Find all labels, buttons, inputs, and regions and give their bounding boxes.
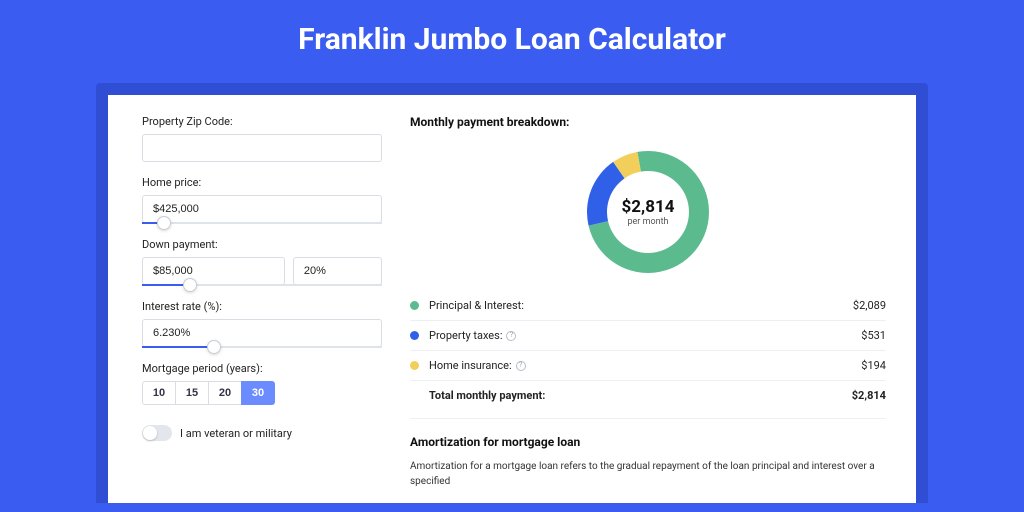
period-btn-10[interactable]: 10: [142, 381, 176, 405]
breakdown-legend: Principal & Interest:$2,089Property taxe…: [410, 291, 886, 410]
info-icon[interactable]: ?: [516, 361, 526, 371]
zip-input[interactable]: [142, 134, 382, 162]
interest-rate-slider[interactable]: [142, 346, 382, 348]
donut-sub: per month: [627, 217, 668, 227]
legend-value: $194: [861, 359, 886, 372]
mortgage-period-label: Mortgage period (years):: [142, 362, 382, 375]
veteran-toggle[interactable]: [142, 425, 172, 441]
form-column: Property Zip Code: Home price: Down paym…: [142, 115, 382, 503]
donut-center: $2,814 per month: [587, 151, 709, 273]
down-payment-label: Down payment:: [142, 238, 382, 251]
legend-total-row: Total monthly payment:$2,814: [410, 381, 886, 410]
period-btn-20[interactable]: 20: [208, 381, 242, 405]
veteran-row: I am veteran or military: [142, 425, 382, 441]
amortization-section: Amortization for mortgage loan Amortizat…: [410, 418, 886, 489]
home-price-field: Home price:: [142, 176, 382, 224]
slider-thumb[interactable]: [183, 278, 197, 292]
total-value: $2,814: [852, 389, 886, 402]
legend-dot: [410, 361, 419, 370]
amortization-text: Amortization for a mortgage loan refers …: [410, 459, 886, 489]
period-btn-30[interactable]: 30: [241, 381, 275, 405]
down-payment-field: Down payment:: [142, 238, 382, 286]
info-icon[interactable]: ?: [506, 331, 516, 341]
zip-label: Property Zip Code:: [142, 115, 382, 128]
interest-rate-label: Interest rate (%):: [142, 300, 382, 313]
breakdown-title: Monthly payment breakdown:: [410, 115, 886, 129]
veteran-label: I am veteran or military: [180, 427, 292, 440]
legend-dot: [410, 301, 419, 310]
period-btn-15[interactable]: 15: [175, 381, 209, 405]
legend-dot: [410, 331, 419, 340]
calculator-card: Property Zip Code: Home price: Down paym…: [108, 95, 916, 503]
home-price-slider[interactable]: [142, 222, 382, 224]
donut-chart: $2,814 per month: [587, 151, 709, 273]
donut-amount: $2,814: [622, 197, 675, 217]
legend-row: Property taxes:?$531: [410, 321, 886, 351]
legend-row: Home insurance:?$194: [410, 351, 886, 381]
slider-thumb[interactable]: [157, 216, 171, 230]
toggle-knob: [143, 426, 157, 440]
zip-field: Property Zip Code:: [142, 115, 382, 162]
legend-label: Property taxes:?: [429, 329, 861, 342]
down-payment-amount-input[interactable]: [142, 257, 285, 285]
breakdown-column: Monthly payment breakdown: $2,814 per mo…: [410, 115, 886, 503]
legend-value: $2,089: [853, 299, 886, 312]
page-title: Franklin Jumbo Loan Calculator: [0, 0, 1024, 83]
donut-chart-wrap: $2,814 per month: [410, 137, 886, 287]
mortgage-period-group: 10152030: [142, 381, 382, 405]
legend-value: $531: [861, 329, 886, 342]
slider-thumb[interactable]: [207, 340, 221, 354]
amortization-title: Amortization for mortgage loan: [410, 435, 886, 449]
down-payment-percent-input[interactable]: [293, 257, 382, 285]
interest-rate-field: Interest rate (%):: [142, 300, 382, 348]
interest-rate-input[interactable]: [142, 319, 382, 347]
legend-label: Principal & Interest:: [429, 299, 853, 312]
home-price-input[interactable]: [142, 195, 382, 223]
total-label: Total monthly payment:: [429, 389, 852, 402]
mortgage-period-field: Mortgage period (years): 10152030: [142, 362, 382, 405]
down-payment-slider[interactable]: [142, 284, 382, 286]
home-price-label: Home price:: [142, 176, 382, 189]
legend-label: Home insurance:?: [429, 359, 861, 372]
card-shadow: Property Zip Code: Home price: Down paym…: [96, 83, 928, 503]
legend-row: Principal & Interest:$2,089: [410, 291, 886, 321]
